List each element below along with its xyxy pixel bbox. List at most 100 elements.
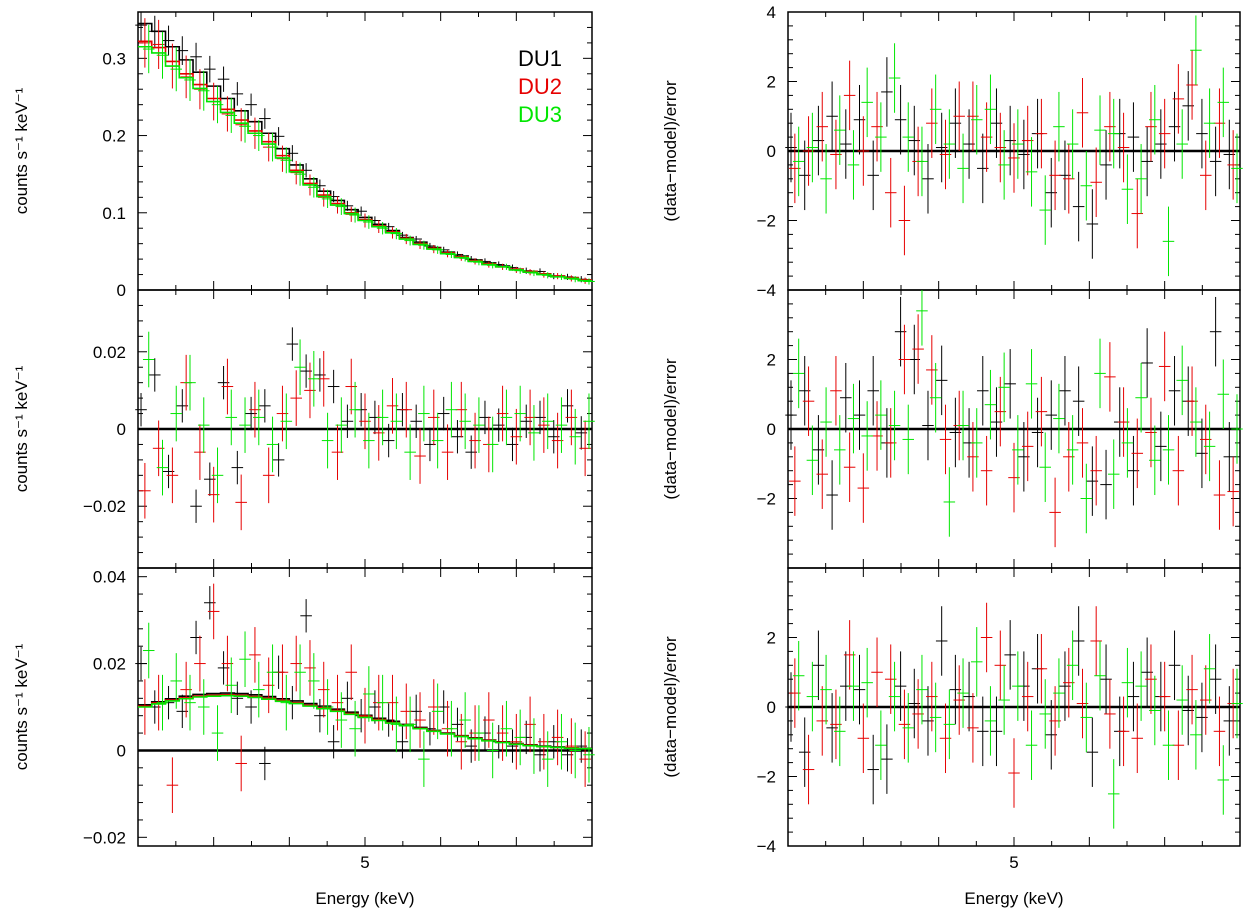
data-point <box>1053 383 1065 454</box>
data-point <box>998 130 1010 200</box>
data-point <box>1131 703 1144 774</box>
data-point <box>1158 661 1171 732</box>
data-point <box>1025 137 1038 207</box>
data-point <box>211 705 224 761</box>
data-point <box>1127 102 1140 172</box>
data-point <box>861 401 873 471</box>
data-point <box>922 144 934 214</box>
data-point <box>1121 408 1134 478</box>
data-point <box>170 385 183 442</box>
data-point <box>294 162 306 186</box>
data-point <box>826 460 838 530</box>
data-point <box>335 692 348 748</box>
data-point <box>207 583 220 640</box>
data-point <box>820 654 832 725</box>
data-point <box>939 404 952 475</box>
data-point <box>396 725 409 759</box>
data-point <box>792 338 805 409</box>
data-point <box>1121 154 1134 224</box>
data-point <box>335 198 348 215</box>
series-du3 <box>792 290 1243 537</box>
data-point <box>898 324 911 395</box>
data-point <box>902 404 915 475</box>
data-point <box>888 43 901 113</box>
data-point <box>1209 126 1222 197</box>
data-point <box>231 82 244 106</box>
data-point <box>184 354 196 411</box>
data-point <box>170 47 183 92</box>
data-point <box>1203 411 1216 482</box>
data-point <box>541 272 554 279</box>
data-point <box>445 381 458 438</box>
data-point <box>894 84 907 155</box>
data-point <box>853 380 866 450</box>
data-point <box>555 713 568 770</box>
data-point <box>321 679 334 735</box>
data-point <box>176 36 189 65</box>
data-point <box>1176 665 1188 735</box>
data-point <box>935 345 948 416</box>
data-point <box>916 290 928 346</box>
data-point <box>541 393 554 450</box>
data-point <box>500 389 513 446</box>
series-du2 <box>139 351 591 531</box>
data-point <box>840 362 852 433</box>
data-point <box>1172 710 1185 780</box>
data-point <box>1045 380 1058 450</box>
data-point <box>1090 435 1102 506</box>
data-point <box>1049 140 1061 211</box>
data-point <box>1213 696 1226 767</box>
y-tick-label: −0.02 <box>83 828 126 847</box>
data-point <box>816 91 828 162</box>
y-axis-label: counts s⁻¹ keV⁻¹ <box>12 87 31 214</box>
data-point <box>217 66 230 92</box>
data-point <box>1231 394 1243 464</box>
data-point <box>792 126 805 197</box>
data-point <box>888 661 901 732</box>
data-point <box>335 397 348 453</box>
data-point <box>349 207 361 223</box>
data-point <box>1039 175 1051 245</box>
series-du1 <box>785 57 1236 259</box>
data-point <box>445 700 458 757</box>
data-point <box>943 109 956 179</box>
data-point <box>142 24 155 74</box>
data-point <box>1107 98 1120 169</box>
y-tick-label: 2 <box>767 351 776 370</box>
data-point <box>816 439 828 509</box>
data-point <box>840 109 852 179</box>
y-tick-label: 0.2 <box>102 127 126 146</box>
data-point <box>204 55 216 83</box>
data-point <box>1107 759 1120 829</box>
data-point <box>1066 109 1079 179</box>
data-point <box>1086 189 1099 259</box>
data-point <box>1012 651 1024 721</box>
data-point <box>830 356 842 426</box>
data-point <box>1217 359 1230 429</box>
data-point <box>806 425 819 496</box>
data-point <box>834 696 846 767</box>
data-point <box>376 222 389 235</box>
data-point <box>1094 338 1106 409</box>
data-point <box>1203 88 1216 158</box>
y-axis-label: (data−model)/error <box>661 80 680 222</box>
data-point <box>184 674 196 731</box>
data-point <box>142 331 155 388</box>
data-point <box>916 654 928 725</box>
data-point <box>308 351 320 407</box>
data-point <box>1209 296 1222 367</box>
data-point <box>1025 349 1038 419</box>
data-point <box>1066 415 1079 485</box>
data-point <box>280 147 293 174</box>
data-point <box>1190 700 1202 770</box>
data-point <box>321 189 334 208</box>
data-point <box>308 177 320 198</box>
data-point <box>1172 435 1185 506</box>
data-point <box>1100 130 1112 200</box>
x-axis-label: Energy (keV) <box>315 889 414 908</box>
y-tick-label: 0 <box>117 420 126 439</box>
data-point <box>1231 668 1243 739</box>
data-point <box>957 390 969 461</box>
y-tick-label: −2 <box>757 768 776 787</box>
